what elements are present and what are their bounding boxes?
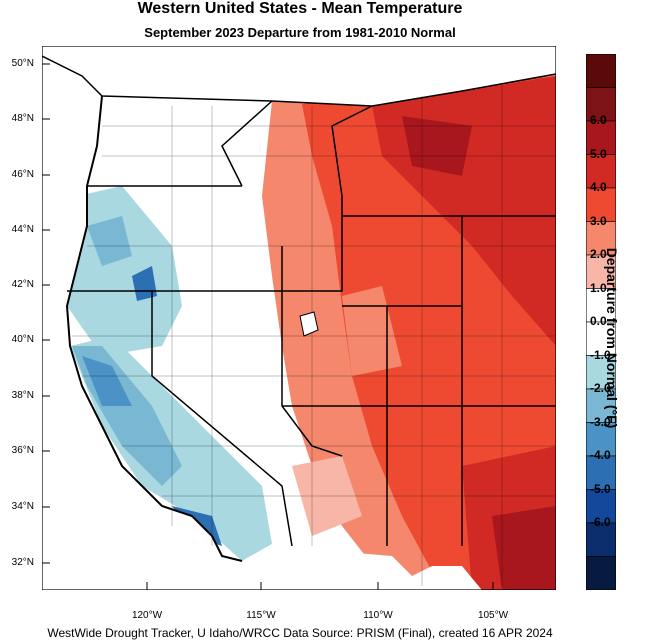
colorbar-swatch [586,556,616,590]
map-canvas [41,45,557,591]
colorbar-tick-label: 6.0 [590,113,607,127]
lat-label-32: 32°N [11,557,34,568]
lat-label-42: 42°N [11,279,34,290]
colorbar-swatch [586,154,616,189]
colorbar-tick-label: -2.0 [590,381,611,395]
colorbar [586,54,616,590]
colorbar-tick-label: 0.0 [590,314,607,328]
colorbar-tick-label: 5.0 [590,146,607,161]
lon-label-120: 120°W [131,610,163,621]
data-source-credit: WestWide Drought Tracker, U Idaho/WRCC D… [47,626,553,640]
lat-label-36: 36°N [11,445,34,456]
lat-label-50: 50°N [11,58,34,69]
colorbar-tick-label: -5.0 [590,481,611,496]
colorbar-tick-label: -4.0 [590,448,611,462]
lat-label-40: 40°N [11,334,34,345]
lat-label-46: 46°N [11,169,34,180]
colorbar-tick-label: 4.0 [590,180,607,194]
colorbar-swatch [586,54,616,88]
map-subtitle: September 2023 Departure from 1981-2010 … [144,25,456,40]
map-title: Western United States - Mean Temperature [137,0,463,17]
lat-label-38: 38°N [11,390,34,401]
colorbar-swatch [586,422,616,457]
lon-label-115: 115°W [246,610,276,621]
lon-label-110: 110°W [363,610,393,621]
colorbar-tick-label: -3.0 [590,414,611,429]
colorbar-tick-label: -1.0 [590,347,611,362]
temperature-departure-map [41,45,557,591]
colorbar-swatch [586,288,616,323]
lat-label-48: 48°N [11,113,34,124]
colorbar-swatch [586,87,616,122]
lon-label-105: 105°W [477,610,509,621]
lat-label-44: 44°N [11,224,34,235]
colorbar-title: Departure from Normal (°F) [604,247,620,429]
colorbar-swatch [586,187,616,222]
colorbar-tick-label: 1.0 [590,280,607,295]
colorbar-tick-label: -6.0 [590,515,611,529]
lat-label-34: 34°N [11,501,34,512]
colorbar-swatch [586,522,616,557]
colorbar-swatch [586,221,616,256]
great-salt-lake [299,311,319,337]
colorbar-tick-label: 2.0 [590,247,607,261]
colorbar-swatch [586,321,616,356]
colorbar-tick-label: 3.0 [590,213,607,228]
colorbar-swatch [586,120,616,155]
colorbar-swatch [586,489,616,524]
colorbar-swatch [586,254,616,289]
